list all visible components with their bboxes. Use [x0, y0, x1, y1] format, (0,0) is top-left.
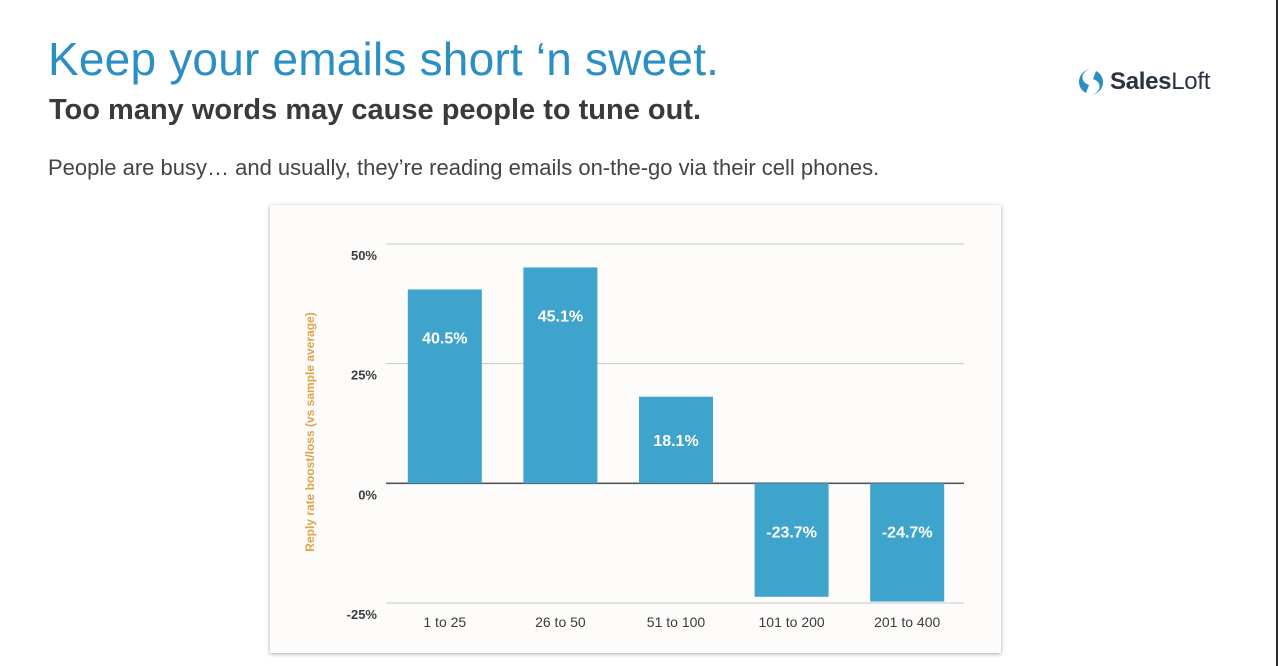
y-tick-label: 50% — [351, 248, 377, 263]
x-tick-label: 201 to 400 — [874, 614, 940, 630]
salesloft-s-icon — [1079, 68, 1103, 96]
bar — [639, 396, 713, 484]
body-text: People are busy… and usually, they’re re… — [48, 155, 880, 180]
y-tick-label: 25% — [351, 368, 377, 383]
bar — [870, 483, 945, 602]
data-label: 40.5% — [422, 330, 467, 347]
chart-card: Reply rate boost/loss (vs sample average… — [270, 205, 1001, 653]
y-axis-label: Reply rate boost/loss (vs sample average… — [303, 312, 317, 551]
x-tick-label: 51 to 100 — [647, 614, 706, 630]
bar-chart: Reply rate boost/loss (vs sample average… — [303, 243, 964, 630]
bar — [754, 483, 829, 597]
bar — [407, 289, 482, 484]
data-label: 45.1% — [538, 308, 583, 325]
window-edge — [1276, 0, 1278, 666]
page-title: Keep your emails short ‘n sweet. — [48, 33, 720, 85]
y-tick-label: 0% — [358, 487, 377, 502]
page-subtitle: Too many words may cause people to tune … — [49, 94, 702, 126]
bar — [523, 267, 598, 484]
data-label: 18.1% — [653, 433, 698, 450]
x-tick-label: 1 to 25 — [423, 614, 466, 630]
logo-text-loft: Loft — [1171, 68, 1211, 95]
logo-wordmark: Sales Loft — [1110, 68, 1210, 96]
salesloft-logo: Sales Loft — [1076, 66, 1210, 98]
data-label: -23.7% — [766, 524, 817, 541]
x-tick-label: 26 to 50 — [535, 614, 586, 630]
y-tick-label: -25% — [347, 607, 378, 622]
logo-text-sales: Sales — [1110, 68, 1172, 95]
x-tick-label: 101 to 200 — [759, 614, 825, 630]
data-label: -24.7% — [882, 524, 933, 541]
